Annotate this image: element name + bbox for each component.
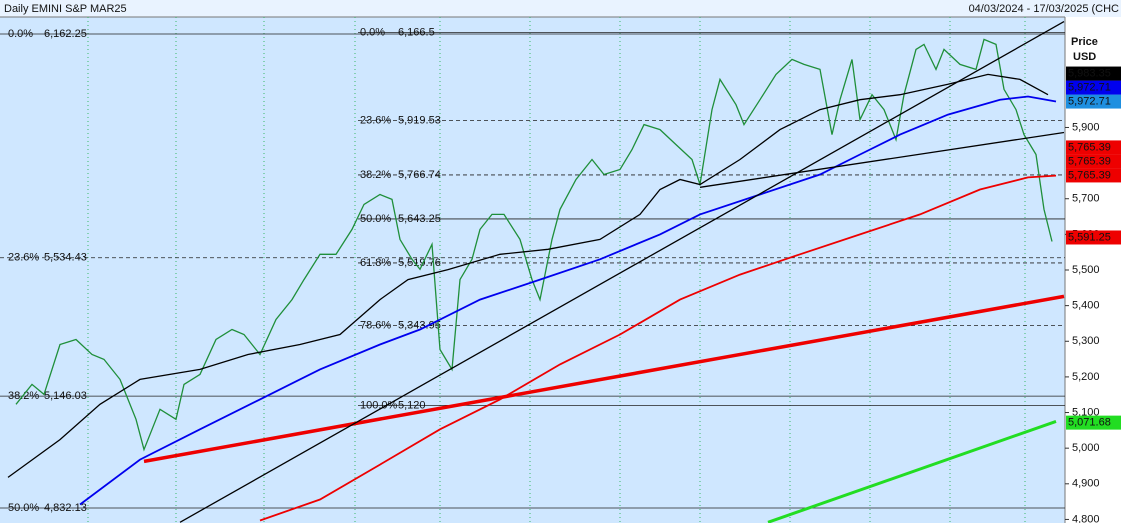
y-tick-label: 5,700: [1072, 193, 1100, 205]
y-axis-unit: USD: [1073, 51, 1096, 63]
y-tick-label: 4,900: [1072, 478, 1100, 490]
price-label: 5,765.39: [1068, 141, 1111, 153]
fib-value: 5,534.43: [44, 252, 87, 264]
series-line: [15, 38, 1053, 452]
fib-percent: 0.0%: [360, 26, 385, 38]
date-range: 04/03/2024 - 17/03/2025 (CHC: [969, 3, 1119, 15]
price-label: 5,071.68: [1068, 417, 1111, 429]
price-label-box: [1066, 154, 1121, 169]
fib-percent: 50.0%: [8, 502, 39, 514]
price-label-box: [1066, 230, 1121, 245]
price-label-box: [1066, 168, 1121, 183]
y-tick-label: 5,300: [1072, 335, 1100, 347]
series-line: [179, 21, 1065, 523]
fib-value: 5,919.53: [398, 114, 441, 126]
fib-value: 5,643.25: [398, 213, 441, 225]
price-label: 5,972.71: [1068, 81, 1111, 93]
price-label: 5,765.39: [1068, 155, 1111, 167]
price-label: 5,983.35: [1068, 67, 1111, 79]
series-line: [699, 131, 1065, 188]
fib-percent: 38.2%: [360, 169, 391, 181]
fib-value: 4,832.13: [44, 502, 87, 514]
fib-value: 5,120: [398, 399, 426, 411]
fib-percent: 78.6%: [360, 320, 391, 332]
fib-percent: 0.0%: [8, 28, 33, 40]
series-line: [259, 174, 1057, 522]
fib-percent: 61.8%: [360, 257, 391, 269]
fib-value: 5,519.76: [398, 257, 441, 269]
y-tick-label: 5,500: [1072, 264, 1100, 276]
price-label-box: [1066, 80, 1121, 95]
fib-value: 5,343.95: [398, 320, 441, 332]
price-label-box: [1066, 415, 1121, 430]
price-label-box: [1066, 140, 1121, 155]
fib-percent: 23.6%: [360, 114, 391, 126]
y-tick-label: 5,000: [1072, 442, 1100, 454]
series-line: [767, 419, 1057, 523]
fib-percent: 23.6%: [8, 252, 39, 264]
price-label-box: [1066, 66, 1121, 81]
fib-value: 5,146.03: [44, 390, 87, 402]
y-tick-label: 5,200: [1072, 371, 1100, 383]
y-tick-label: 5,900: [1072, 121, 1100, 133]
fib-percent: 50.0%: [360, 213, 391, 225]
y-tick-label: 4,800: [1072, 513, 1100, 523]
price-label: 5,591.25: [1068, 231, 1111, 243]
fib-percent: 100.0%: [360, 399, 398, 411]
header-bar: [0, 0, 1121, 17]
y-axis-label: Price: [1071, 36, 1098, 48]
fib-percent: 38.2%: [8, 390, 39, 402]
series-line: [7, 73, 1049, 478]
fib-value: 6,162.25: [44, 28, 87, 40]
y-tick-label: 5,100: [1072, 406, 1100, 418]
month-separators: [87, 17, 1026, 523]
price-label: 5,765.39: [1068, 169, 1111, 181]
price-label-box: [1066, 94, 1121, 109]
series-line: [143, 294, 1065, 464]
fib-value: 5,766.74: [398, 169, 441, 181]
plot-background: [0, 0, 1065, 523]
fib-value: 6,166.5: [398, 26, 435, 38]
series-line: [79, 95, 1057, 506]
y-tick-label: 5,400: [1072, 300, 1100, 312]
price-label: 5,972.71: [1068, 95, 1111, 107]
chart-title: Daily EMINI S&P MAR25: [4, 3, 127, 15]
